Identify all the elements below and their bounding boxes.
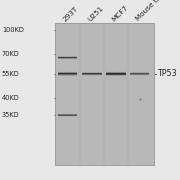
Bar: [82, 75, 102, 76]
Text: 35KD: 35KD: [2, 112, 19, 118]
Bar: [58, 71, 77, 72]
Bar: [55, 23, 154, 165]
Bar: [130, 72, 149, 73]
Bar: [106, 75, 126, 76]
Bar: [106, 71, 126, 72]
Bar: [58, 72, 77, 73]
Bar: [58, 115, 77, 116]
Bar: [58, 116, 77, 117]
Bar: [58, 74, 77, 75]
Bar: [106, 74, 126, 75]
Bar: [130, 73, 149, 74]
Text: Mouse thymus: Mouse thymus: [134, 0, 176, 22]
Bar: [58, 73, 77, 74]
Bar: [58, 56, 77, 57]
Bar: [58, 57, 77, 58]
Bar: [82, 74, 102, 75]
Bar: [82, 71, 102, 72]
Text: 70KD: 70KD: [2, 51, 20, 57]
Bar: [130, 72, 149, 73]
Text: 293T: 293T: [62, 5, 80, 22]
Text: 100KD: 100KD: [2, 27, 24, 33]
Text: U251: U251: [87, 5, 104, 22]
Bar: [58, 114, 77, 115]
Bar: [82, 72, 102, 73]
Text: MCF7: MCF7: [111, 4, 129, 23]
Bar: [130, 74, 149, 75]
Bar: [130, 75, 149, 76]
Bar: [58, 58, 77, 59]
Text: TP53: TP53: [157, 69, 176, 78]
Text: 55KD: 55KD: [2, 71, 20, 77]
Bar: [106, 72, 126, 73]
Bar: [106, 73, 126, 74]
Bar: [58, 75, 77, 76]
Bar: [82, 73, 102, 74]
Text: 40KD: 40KD: [2, 95, 20, 101]
